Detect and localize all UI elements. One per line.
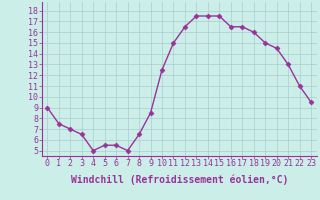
X-axis label: Windchill (Refroidissement éolien,°C): Windchill (Refroidissement éolien,°C): [70, 174, 288, 185]
